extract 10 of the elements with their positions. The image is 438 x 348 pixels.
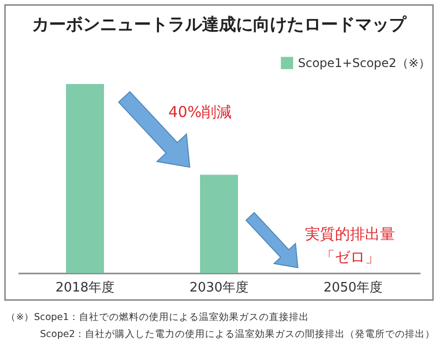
annotation: 実質的排出量 bbox=[305, 225, 395, 243]
text: Scope2：自社が購入した電力の使用による温室効果ガスの間接排出（発電所での排出） bbox=[40, 328, 435, 340]
annotation: 40%削減 bbox=[168, 103, 232, 121]
legend-label: Scope1+Scope2（※） bbox=[298, 56, 430, 70]
annotation: 「ゼロ」 bbox=[320, 248, 380, 266]
x-tick-label: 2050年度 bbox=[323, 280, 383, 296]
x-tick-label: 2018年度 bbox=[55, 280, 115, 296]
text: （※）Scope1：自社での燃料の使用による温室効果ガスの直接排出 bbox=[6, 311, 309, 323]
chart-title: カーボンニュートラル達成に向けたロードマップ bbox=[32, 15, 407, 35]
x-tick-label: 2030年度 bbox=[189, 280, 249, 296]
